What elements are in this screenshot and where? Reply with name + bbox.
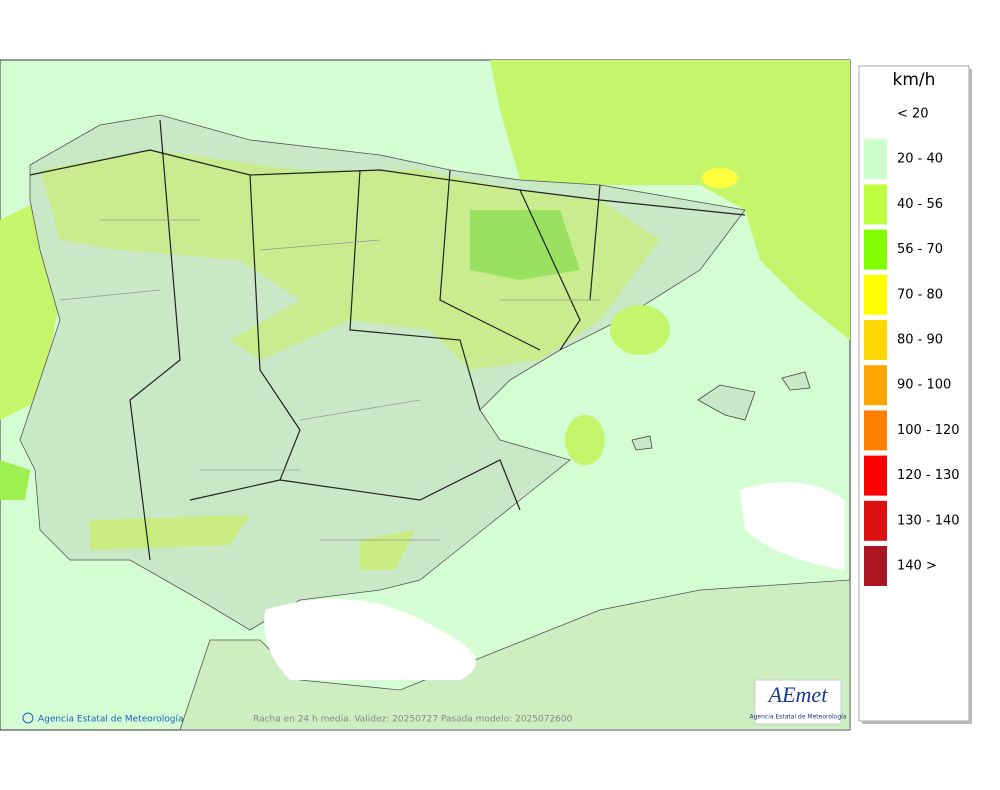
- legend-label: 120 - 130: [897, 468, 960, 483]
- legend-label: < 20: [897, 107, 929, 122]
- africa: [179, 579, 851, 731]
- legend-swatch: [864, 94, 887, 134]
- sea-wind: [565, 415, 605, 465]
- france-wind: [490, 60, 850, 340]
- map: Agencia Estatal de Meteorología Racha en…: [0, 59, 851, 731]
- sea-wind: [610, 305, 670, 355]
- legend-swatch: [864, 455, 887, 496]
- legend-label: 40 - 56: [897, 197, 943, 212]
- legend-swatch: [864, 274, 887, 315]
- logo-name: AEmet: [767, 682, 829, 707]
- legend-unit: km/h: [893, 70, 936, 90]
- logo-subtitle: Agencia Estatal de Meteorología: [750, 714, 847, 721]
- caption: Racha en 24 h media. Validez: 20250727 P…: [253, 715, 573, 725]
- legend-swatch: [864, 410, 887, 451]
- legend-label: 90 - 100: [897, 378, 951, 393]
- region-borders: [29, 119, 746, 561]
- legend-label: 20 - 40: [897, 152, 943, 167]
- credit: Agencia Estatal de Meteorología: [38, 715, 184, 725]
- legend-swatch: [864, 184, 887, 225]
- province-borders: [59, 219, 600, 541]
- north-wind: [40, 150, 660, 370]
- logo-box: [754, 679, 842, 725]
- legend: km/h < 20 20 - 40 40 - 56 56 - 70 70 - 80 80 …: [858, 65, 972, 724]
- legend-swatch: [864, 320, 887, 360]
- south-wind: [90, 515, 415, 570]
- legend-label: 140 >: [897, 559, 937, 574]
- legend-swatch: [864, 365, 887, 406]
- legend-label: 56 - 70: [897, 242, 943, 257]
- legend-label: 100 - 120: [897, 423, 960, 438]
- calm-sea: [740, 482, 845, 570]
- copyright-icon: [22, 712, 34, 724]
- ebro-wind: [470, 210, 580, 280]
- calm-alboran: [264, 598, 476, 680]
- legend-label: 130 - 140: [897, 513, 960, 528]
- legend-label: 80 - 90: [897, 333, 943, 348]
- legend-swatch: [864, 546, 887, 586]
- balearic-islands: [631, 371, 811, 451]
- strong-wind: [702, 168, 738, 188]
- legend-swatch: [864, 500, 887, 541]
- legend-swatch: [864, 139, 887, 180]
- atlantic-wind-strong: [0, 460, 30, 500]
- legend-swatch: [864, 229, 887, 270]
- legend-label: 70 - 80: [897, 287, 943, 302]
